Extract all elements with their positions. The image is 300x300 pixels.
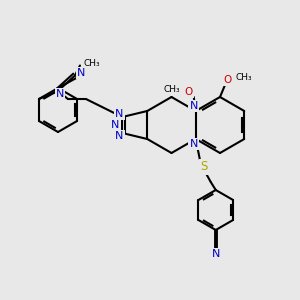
Text: O: O xyxy=(184,87,193,97)
Text: N: N xyxy=(212,249,220,259)
Text: N: N xyxy=(115,109,123,119)
Text: N: N xyxy=(77,68,85,78)
Text: CH₃: CH₃ xyxy=(84,59,101,68)
Text: N: N xyxy=(190,139,198,149)
Text: CH₃: CH₃ xyxy=(235,73,252,82)
Text: CH₃: CH₃ xyxy=(163,85,180,94)
Text: N: N xyxy=(111,120,119,130)
Text: N: N xyxy=(56,89,64,99)
Text: N: N xyxy=(190,101,198,111)
Text: N: N xyxy=(115,131,123,141)
Text: O: O xyxy=(224,75,232,85)
Text: S: S xyxy=(200,160,207,173)
